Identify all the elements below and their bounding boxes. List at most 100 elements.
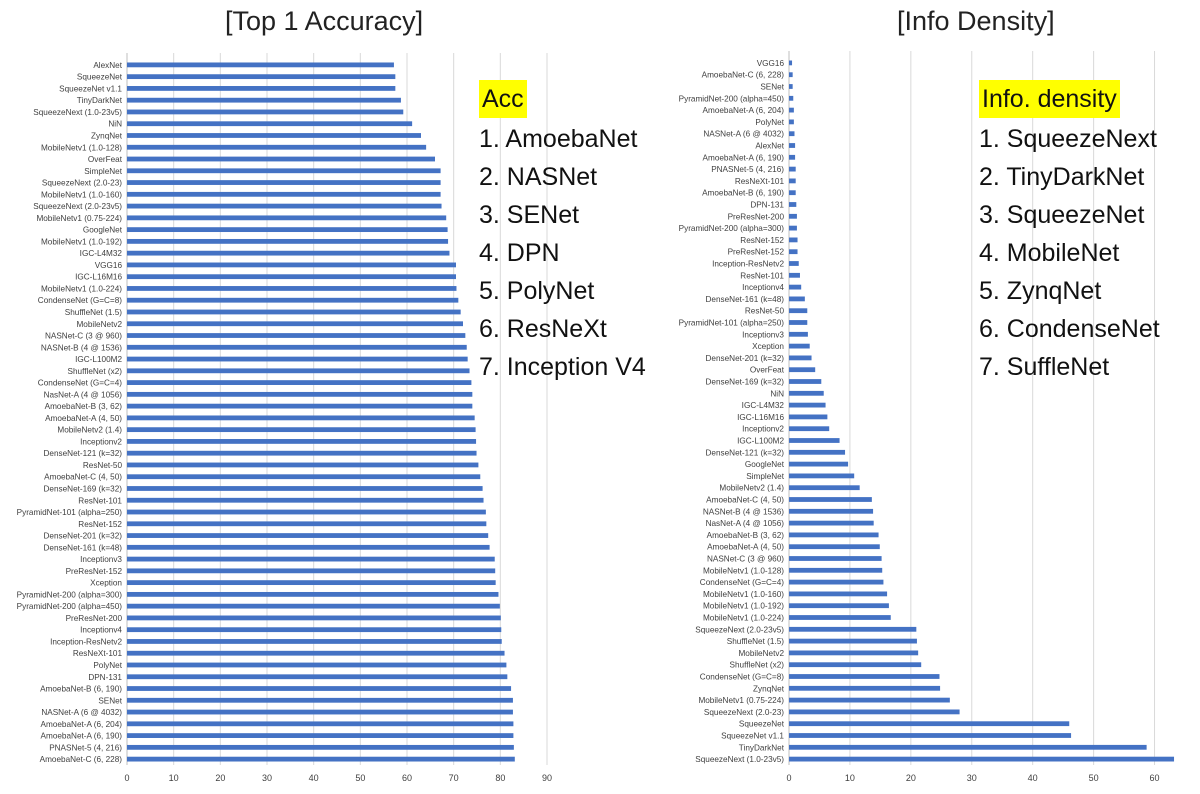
density-bar [789, 107, 794, 113]
density-bar [789, 143, 796, 148]
accuracy-bar [127, 403, 473, 409]
accuracy-category-label: MobileNetv1 (1.0-128) [41, 143, 122, 152]
density-bar [789, 497, 872, 502]
accuracy-category-label: Inception-ResNetv2 [50, 637, 122, 646]
density-bar [789, 60, 793, 66]
accuracy-category-label: VGG16 [95, 261, 123, 270]
accuracy-bar [127, 156, 435, 162]
density-bar [789, 331, 808, 337]
density-bar [789, 249, 798, 255]
accuracy-bar [127, 309, 461, 315]
density-bar [789, 296, 805, 302]
density-bar [789, 721, 1070, 727]
accuracy-category-label: DenseNet-169 (k=32) [43, 484, 122, 493]
density-bar [789, 697, 950, 703]
accuracy-category-label: SqueezeNext (2.0-23v5) [33, 202, 122, 211]
density-bar [789, 579, 884, 585]
density-bar [789, 343, 810, 349]
accuracy-bar [127, 674, 508, 680]
density-rank-item: 1. SqueezeNext [979, 125, 1157, 153]
density-category-label: Xception [752, 342, 784, 351]
density-bar [789, 367, 816, 373]
accuracy-tick-label: 20 [215, 773, 225, 783]
accuracy-category-label: AmoebaNet-B (3, 62) [45, 402, 123, 411]
accuracy-rank-item: 6. ResNeXt [479, 315, 607, 343]
density-category-label: VGG16 [757, 59, 785, 68]
density-bar [789, 166, 796, 172]
density-ranking: Info. density 1. SqueezeNext 2. TinyDark… [979, 80, 1160, 386]
density-bar [789, 485, 860, 491]
accuracy-category-label: PreResNet-152 [66, 567, 123, 576]
accuracy-category-label: DenseNet-201 (k=32) [43, 532, 122, 541]
density-category-label: AmoebaNet-C (4, 50) [706, 496, 784, 505]
density-tick-label: 60 [1150, 773, 1160, 783]
density-category-label: DPN-131 [750, 201, 784, 210]
accuracy-category-label: MobileNetv2 [76, 320, 122, 329]
accuracy-category-label: MobileNetv1 (1.0-160) [41, 190, 122, 199]
density-bar [789, 95, 794, 101]
density-category-label: ZynqNet [753, 684, 785, 693]
density-category-label: SimpleNet [746, 472, 784, 481]
accuracy-bar [127, 450, 477, 456]
density-category-label: AmoebaNet-B (3, 62) [707, 531, 785, 540]
density-tick-label: 0 [786, 773, 791, 783]
density-bar [789, 532, 879, 538]
density-category-label: ResNet-50 [745, 307, 785, 316]
density-bar [789, 237, 798, 243]
density-category-label: AmoebaNet-C (6, 228) [702, 71, 785, 80]
density-tick-label: 20 [906, 773, 916, 783]
density-category-label: ResNet-152 [740, 236, 784, 245]
accuracy-category-label: TinyDarkNet [77, 96, 123, 105]
accuracy-category-label: CondenseNet (G=C=8) [38, 296, 122, 305]
density-bar [789, 414, 828, 420]
accuracy-category-label: ResNeXt-101 [73, 649, 123, 658]
accuracy-bar [127, 639, 502, 644]
accuracy-bar [127, 86, 396, 91]
density-category-label: MobileNetv1 (1.0-160) [703, 590, 784, 599]
accuracy-category-label: SqueezeNet [77, 73, 123, 82]
density-category-label: MobileNetv1 (1.0-128) [703, 566, 784, 575]
accuracy-category-label: NASNet-A (6 @ 4032) [41, 708, 122, 717]
accuracy-category-label: GoogleNet [83, 226, 123, 235]
density-category-label: PreResNet-200 [728, 212, 785, 221]
density-bar [789, 520, 874, 526]
density-category-label: MobileNetv2 (1.4) [719, 484, 784, 493]
accuracy-category-label: MobileNetv1 (1.0-224) [41, 284, 122, 293]
density-category-label: AmoebaNet-A (6, 204) [703, 106, 785, 115]
accuracy-tick-label: 60 [402, 773, 412, 783]
accuracy-category-label: NASNet-C (3 @ 960) [45, 332, 122, 341]
accuracy-category-label: OverFeat [88, 155, 123, 164]
density-bar [789, 544, 880, 550]
accuracy-bar [127, 109, 404, 115]
accuracy-category-label: PreResNet-200 [66, 614, 123, 623]
density-bar [789, 756, 1175, 762]
accuracy-rank-item: 2. NASNet [479, 163, 598, 191]
density-category-label: PyramidNet-200 (alpha=300) [679, 224, 785, 233]
accuracy-category-label: SimpleNet [84, 167, 122, 176]
accuracy-bar [127, 474, 481, 480]
accuracy-bar [127, 74, 396, 80]
density-category-label: NASNet-A (6 @ 4032) [703, 130, 784, 139]
info-density-bar-chart: 0 10 20 30 40 50 60 VGG16 AmoebaNet-C (6, 228) SE… [679, 51, 1175, 783]
accuracy-bar [127, 509, 486, 515]
density-bar [789, 379, 822, 384]
density-category-label: ShuffleNet (1.5) [727, 637, 784, 646]
accuracy-ranking-heading: Acc [479, 80, 527, 118]
density-bar [789, 131, 795, 137]
density-bar [789, 390, 824, 396]
accuracy-tick-label: 90 [542, 773, 552, 783]
accuracy-category-label: ShuffleNet (x2) [68, 367, 123, 376]
density-bar [789, 202, 797, 207]
accuracy-rank-item: 1. AmoebaNet [479, 125, 638, 153]
right-panel-title: [Info Density] [897, 6, 1055, 36]
accuracy-bar [127, 180, 441, 185]
accuracy-rank-item: 3. SENet [479, 201, 580, 229]
accuracy-bar [127, 191, 441, 197]
accuracy-category-label: SqueezeNet v1.1 [59, 84, 122, 93]
density-bar [789, 638, 917, 644]
density-bar [789, 733, 1072, 738]
density-bar [789, 556, 882, 561]
accuracy-bar [127, 591, 499, 597]
density-bar [789, 426, 830, 432]
accuracy-rank-item: 4. DPN [479, 239, 560, 267]
